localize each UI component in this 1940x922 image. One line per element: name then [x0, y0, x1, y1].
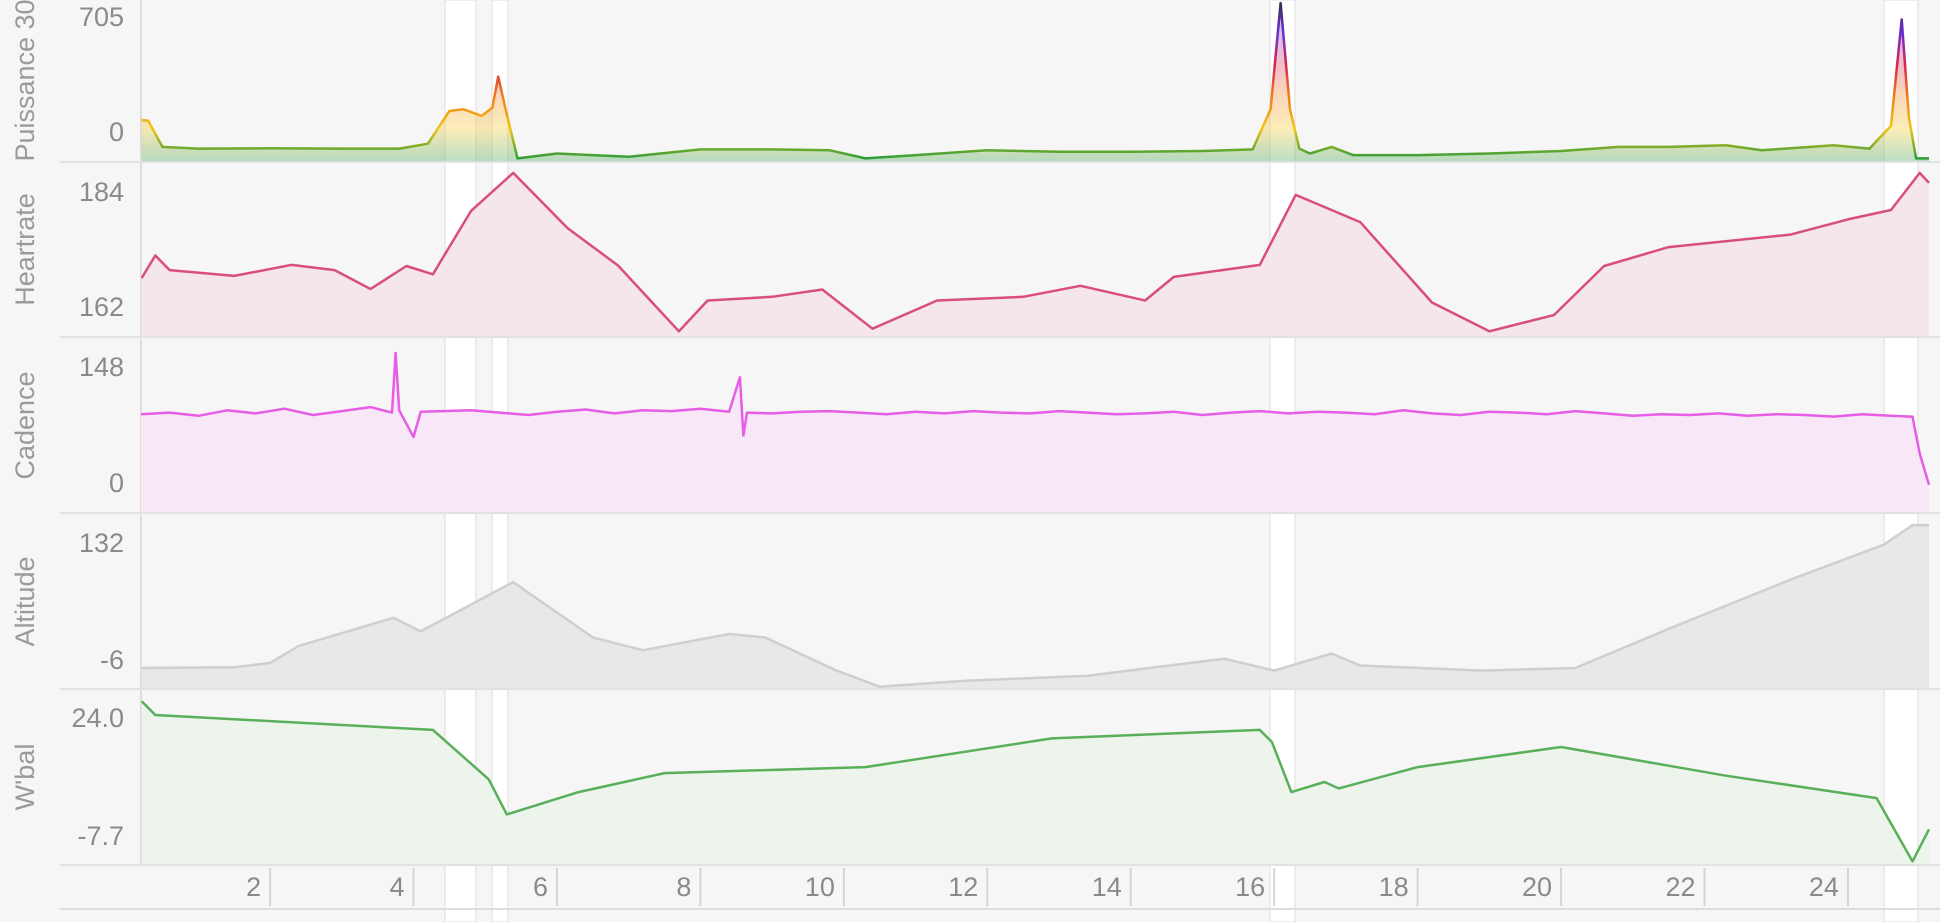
- x-tick-label: 16: [1235, 872, 1265, 902]
- y-axis-title: W'bal: [10, 744, 40, 811]
- y-tick-label: 162: [79, 292, 124, 322]
- x-tick-label: 10: [805, 872, 835, 902]
- line: [141, 1, 1929, 160]
- y-tick-label: 184: [79, 177, 124, 207]
- x-tick-label: 24: [1809, 872, 1839, 902]
- line: [140, 351, 1931, 486]
- y-tick-label: 148: [79, 352, 124, 382]
- x-tick-label: 8: [676, 872, 691, 902]
- x-tick-label: 2: [246, 872, 261, 902]
- y-tick-label: 0: [109, 468, 124, 498]
- y-axis-title: Puissance 30: [10, 0, 40, 162]
- y-axis-title: Cadence: [10, 371, 40, 479]
- x-tick-label: 4: [390, 872, 405, 902]
- line: [141, 523, 1929, 688]
- area: [141, 353, 1929, 512]
- y-tick-label: 0: [109, 117, 124, 147]
- y-tick-label: -6: [100, 645, 124, 675]
- y-tick-label: 132: [79, 528, 124, 558]
- y-tick-label: 24.0: [71, 703, 124, 733]
- y-tick-label: 705: [79, 2, 124, 32]
- y-axis-title: Altitude: [10, 556, 40, 646]
- x-tick-label: 22: [1665, 872, 1695, 902]
- x-tick-label: 14: [1092, 872, 1122, 902]
- x-tick-label: 20: [1522, 872, 1552, 902]
- line: [140, 700, 1931, 863]
- y-tick-label: -7.7: [77, 821, 124, 851]
- y-axis-title: Heartrate: [10, 193, 40, 306]
- x-tick-label: 18: [1379, 872, 1409, 902]
- area: [141, 172, 1930, 336]
- line: [140, 171, 1930, 333]
- area: [141, 525, 1930, 688]
- x-tick-label: 12: [948, 872, 978, 902]
- area: [141, 701, 1930, 864]
- x-tick-label: 6: [533, 872, 548, 902]
